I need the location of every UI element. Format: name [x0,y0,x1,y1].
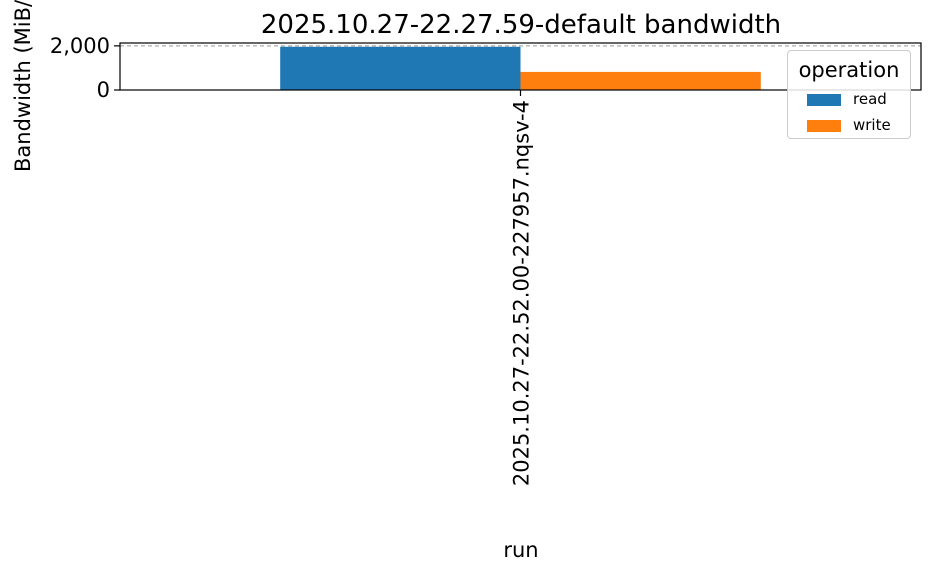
x-axis-ticks: 2025.10.27-22.52.00-227957.nqsv-4 [510,90,534,486]
y-axis-label: Bandwidth (MiB/s) [11,0,35,172]
legend-swatch-write [807,120,841,132]
x-tick-label: 2025.10.27-22.52.00-227957.nqsv-4 [510,100,534,486]
legend-title: operation [798,58,900,82]
legend-label-read: read [853,90,887,108]
y-axis-ticks: 0 2,000 [50,34,120,102]
legend: operation read write [787,50,911,139]
y-tick-label: 2,000 [50,34,110,58]
bar-read [280,46,521,90]
legend-swatch-read [807,94,841,106]
y-tick-label: 0 [97,78,110,102]
chart-title: 2025.10.27-22.27.59-default bandwidth [261,10,781,40]
bar-write [520,71,761,90]
legend-label-write: write [853,116,891,134]
x-axis-label: run [503,538,538,562]
bars [280,46,761,90]
